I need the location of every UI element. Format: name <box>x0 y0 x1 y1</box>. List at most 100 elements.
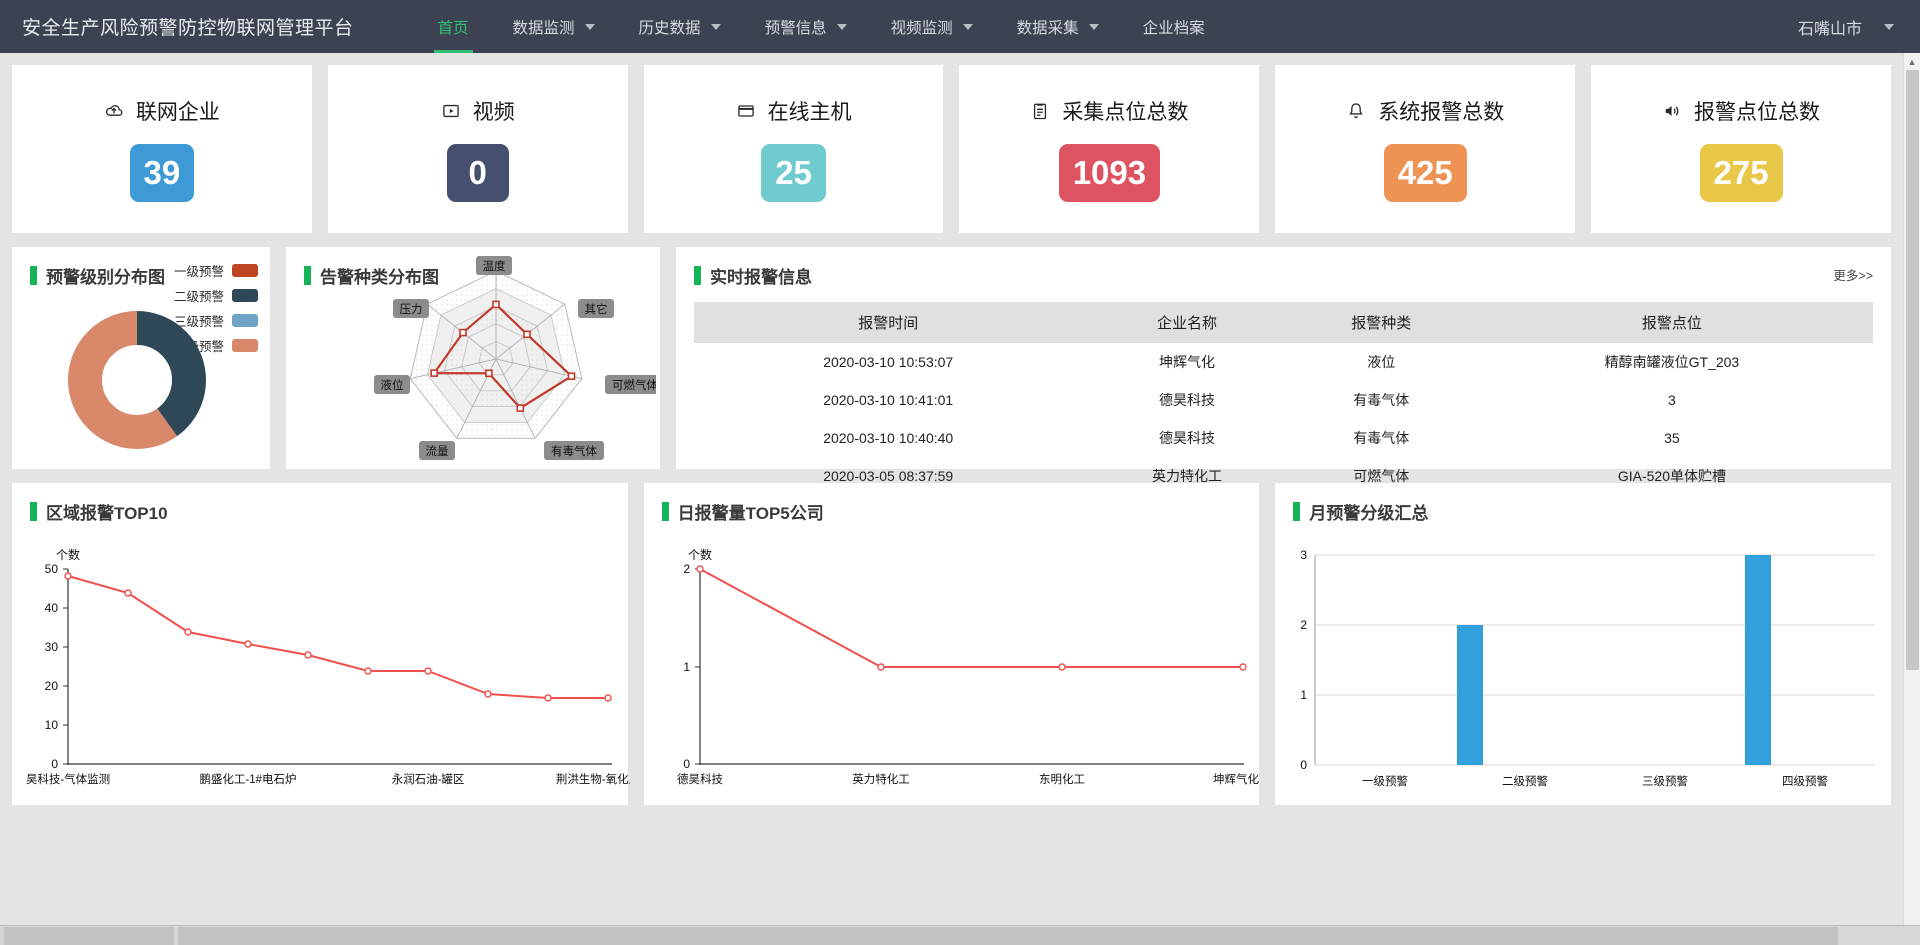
chart-canvas-top10[interactable]: 个数 50 40 30 20 10 0 <box>12 527 630 805</box>
scroll-up-icon[interactable]: ▲ <box>1907 56 1917 67</box>
title-accent-bar <box>30 502 37 521</box>
panel-title: 告警种类分布图 <box>286 247 660 288</box>
column-header-type: 报警种类 <box>1291 302 1471 343</box>
nav-item-video-monitor[interactable]: 视频监测 <box>869 0 995 53</box>
svg-text:温度: 温度 <box>483 259 506 273</box>
nav-item-enterprise-archive[interactable]: 企业档案 <box>1121 0 1227 53</box>
svg-text:一级预警: 一级预警 <box>1362 774 1408 788</box>
panel-realtime-alarms: 实时报警信息 更多>> 报警时间 企业名称 报警种类 报警点位 2020-03-… <box>676 247 1891 484</box>
cell-type: 液位 <box>1367 354 1396 370</box>
taskbar-item[interactable] <box>4 926 174 945</box>
nav-label: 数据采集 <box>1016 19 1079 37</box>
nav-item-history-data[interactable]: 历史数据 <box>617 0 743 53</box>
cell-point: 3 <box>1668 392 1676 408</box>
svg-text:鹏盛化工-1#电石炉: 鹏盛化工-1#电石炉 <box>199 772 296 786</box>
table-row[interactable]: 2020-03-10 10:41:01 德昊科技 有毒气体 3 <box>694 381 1873 419</box>
svg-text:0: 0 <box>51 757 58 771</box>
radar-series-path[interactable] <box>432 303 574 410</box>
chevron-down-icon <box>962 23 973 30</box>
bar-level4[interactable] <box>1745 555 1772 765</box>
video-play-icon <box>442 104 459 118</box>
table-row[interactable]: 2020-03-10 10:53:07 坤辉气化 液位 精醇南罐液位GT_203 <box>694 343 1873 381</box>
nav-item-data-collect[interactable]: 数据采集 <box>995 0 1121 53</box>
svg-text:0: 0 <box>1301 758 1308 772</box>
line-series-path[interactable] <box>67 575 608 699</box>
legend-item[interactable]: 三级预警 <box>174 311 258 330</box>
scroll-thumb[interactable] <box>1906 70 1919 670</box>
cell-point: 精醇南罐液位GT_203 <box>1604 354 1740 370</box>
panel-area-alarm-top10: 区域报警TOP10 个数 50 40 30 20 10 0 <box>12 483 630 805</box>
cloud-upload-icon <box>105 105 123 116</box>
svg-text:东明化工: 东明化工 <box>1039 772 1085 786</box>
stat-label: 联网企业 <box>135 101 220 124</box>
nav-item-alarm-info[interactable]: 预警信息 <box>743 0 869 53</box>
line-series-points[interactable] <box>695 565 1247 671</box>
cell-time: 2020-03-10 10:41:01 <box>823 392 954 408</box>
y-axis-unit-label: 个数 <box>688 547 712 562</box>
panel-title-text: 日报警量TOP5公司 <box>677 504 824 523</box>
chevron-down-icon <box>1088 23 1099 30</box>
stat-card-collection-points[interactable]: 采集点位总数 1093 <box>959 65 1260 233</box>
city-selector-label[interactable]: 石嘴山市 <box>1797 20 1862 38</box>
chart-canvas-daily[interactable]: 个数 2 1 0 德昊科技 英力特化工 <box>644 527 1260 805</box>
table-row[interactable]: 2020-03-05 08:37:59 英力特化工 可燃气体 GIA-520单体… <box>694 457 1873 495</box>
stat-card-connected-enterprises[interactable]: 联网企业 39 <box>12 65 312 233</box>
stat-value-badge: 1093 <box>1058 144 1161 202</box>
stat-card-online-hosts[interactable]: 在线主机 25 <box>643 65 944 233</box>
legend-swatch <box>232 314 258 327</box>
stat-label: 视频 <box>472 101 515 124</box>
donut-chart <box>62 305 212 455</box>
svg-text:可燃气体: 可燃气体 <box>612 378 656 392</box>
radar-label-flow: 流量 <box>419 441 455 460</box>
table-row[interactable]: 2020-03-10 10:40:40 德昊科技 有毒气体 35 <box>694 419 1873 457</box>
stat-label: 报警点位总数 <box>1694 101 1821 124</box>
cell-type: 有毒气体 <box>1353 392 1410 408</box>
bar-series[interactable] <box>1457 555 1772 765</box>
bottom-chart-row: 区域报警TOP10 个数 50 40 30 20 10 0 <box>12 483 1892 805</box>
bell-icon <box>1349 103 1363 119</box>
stat-value-badge: 39 <box>129 144 195 202</box>
svg-text:压力: 压力 <box>400 303 423 316</box>
line-series-points[interactable] <box>64 572 612 702</box>
svg-text:20: 20 <box>45 679 59 693</box>
nav-item-home[interactable]: 首页 <box>416 0 491 53</box>
svg-text:液位: 液位 <box>381 378 404 392</box>
y-axis-unit-label: 个数 <box>56 547 80 562</box>
chevron-down-icon[interactable] <box>1884 23 1894 30</box>
title-accent-bar <box>304 266 311 285</box>
stat-card-alarm-points[interactable]: 报警点位总数 275 <box>1591 65 1891 233</box>
more-link[interactable]: 更多>> <box>1833 269 1873 283</box>
bar-level2[interactable] <box>1457 625 1484 765</box>
title-accent-bar <box>694 266 701 285</box>
stat-head: 系统报警总数 <box>1346 96 1504 126</box>
stat-card-system-alarms[interactable]: 系统报警总数 425 <box>1275 65 1576 233</box>
nav-item-data-monitor[interactable]: 数据监测 <box>491 0 617 53</box>
cell-point: GIA-520单体贮槽 <box>1617 468 1726 484</box>
legend-item[interactable]: 一级预警 <box>174 261 258 280</box>
legend-item[interactable]: 二级预警 <box>174 286 258 305</box>
svg-text:永润石油-罐区: 永润石油-罐区 <box>392 772 465 786</box>
taskbar-item[interactable] <box>178 926 1838 945</box>
panel-title: 区域报警TOP10 <box>12 483 628 524</box>
chart-canvas-monthly[interactable]: 3 2 1 0 一级预警 二级预警 三级预警 四级预警 <box>1275 527 1891 805</box>
monitor-icon <box>737 105 754 117</box>
radar-label-pressure: 压力 <box>393 299 429 318</box>
main-nav: 首页 数据监测 历史数据 预警信息 视频监测 数据采集 企业档案 <box>416 0 1227 53</box>
title-accent-bar <box>661 502 669 521</box>
radar-label-other: 其它 <box>578 299 614 318</box>
legend-label: 三级预警 <box>173 315 224 329</box>
svg-text:三级预警: 三级预警 <box>1642 774 1688 788</box>
stat-card-video[interactable]: 视频 0 <box>327 65 628 233</box>
x-axis-tick-labels: 德昊科技 英力特化工 东明化工 坤辉气化 <box>677 772 1259 786</box>
stat-label: 在线主机 <box>767 101 852 124</box>
stat-card-row: 联网企业 39 视频 0 在线主机 25 <box>12 65 1891 233</box>
panel-title: 日报警量TOP5公司 <box>644 483 1260 524</box>
grid-lines <box>1315 554 1876 766</box>
cell-type: 可燃气体 <box>1353 468 1410 484</box>
page-scrollbar[interactable]: ▲ <box>1903 53 1920 945</box>
svg-text:1: 1 <box>683 660 690 674</box>
cell-type: 有毒气体 <box>1353 430 1410 446</box>
line-series-path[interactable] <box>699 568 1243 668</box>
radar-series-points[interactable] <box>430 300 576 412</box>
donut-slice-level2[interactable] <box>68 311 206 449</box>
